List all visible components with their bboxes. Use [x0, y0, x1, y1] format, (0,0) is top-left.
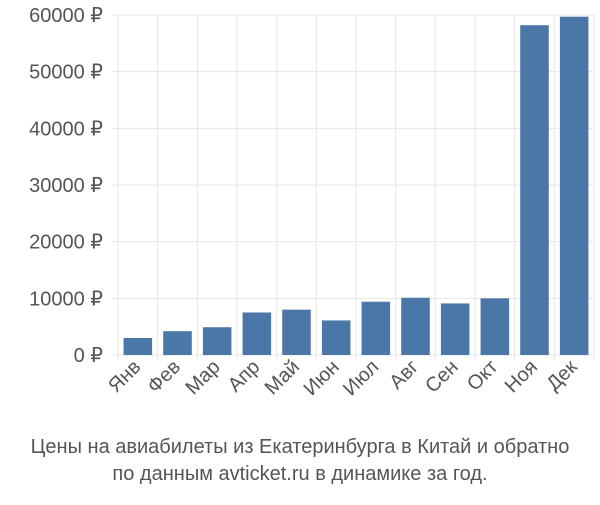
- x-tick-label: Июл: [339, 356, 383, 400]
- x-tick-label: Июн: [300, 356, 344, 400]
- x-tick-label: Фев: [143, 356, 185, 398]
- bar: [401, 297, 430, 355]
- bar: [480, 298, 510, 355]
- bar-layer: [123, 16, 589, 355]
- bar: [202, 327, 232, 355]
- bar: [242, 312, 272, 355]
- x-tick-label: Май: [261, 356, 304, 399]
- y-axis-ticks: 0 ₽ 10000 ₽ 20000 ₽ 30000 ₽ 40000 ₽ 50000 ₽ 60…: [29, 5, 103, 367]
- x-tick-label: Ноя: [501, 356, 542, 397]
- y-tick-label: 10000 ₽: [29, 288, 103, 310]
- bar: [282, 309, 311, 355]
- bar: [163, 331, 192, 355]
- bar: [321, 320, 351, 355]
- bar: [123, 338, 153, 355]
- y-tick-label: 30000 ₽: [29, 175, 103, 197]
- y-tick-label: 40000 ₽: [29, 118, 103, 140]
- x-tick-label: Апр: [224, 356, 265, 397]
- grid-layer: [112, 14, 595, 360]
- bar: [559, 16, 589, 355]
- y-tick-label: 50000 ₽: [29, 62, 103, 84]
- bar: [440, 303, 470, 355]
- bar: [361, 301, 391, 355]
- x-tick-label: Окт: [463, 356, 502, 395]
- x-tick-label: Дек: [543, 356, 582, 395]
- chart-caption-line-1: Цены на авиабилеты из Екатеринбурга в Ки…: [30, 436, 570, 458]
- chart-caption-line-2: по данным avticket.ru в динамике за год.: [112, 463, 488, 485]
- x-tick-label: Мар: [181, 356, 224, 399]
- y-tick-label: 0 ₽: [74, 345, 104, 367]
- x-tick-label: Янв: [104, 356, 145, 397]
- x-tick-label: Авг: [385, 356, 423, 394]
- x-tick-label: Сен: [421, 356, 462, 397]
- y-tick-label: 60000 ₽: [29, 5, 103, 27]
- y-tick-label: 20000 ₽: [29, 232, 103, 254]
- bar: [520, 25, 549, 355]
